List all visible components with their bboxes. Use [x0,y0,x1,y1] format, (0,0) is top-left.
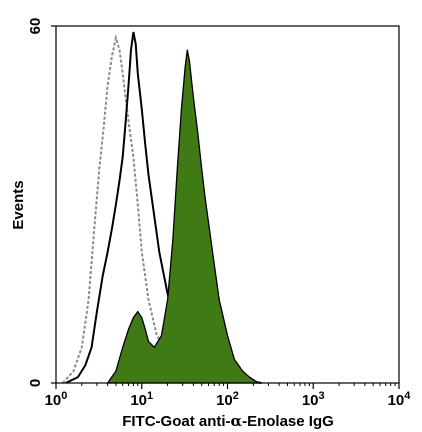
x-tick-label: 104 [388,390,412,409]
x-axis-title-part-2: -Enolase IgG [242,413,334,430]
x-tick-label: 103 [302,390,325,409]
series-layer [62,31,262,384]
x-axis-ticks: 100 101 102 103 104 [45,383,412,409]
x-axis-title-alpha: α [231,412,243,430]
y-tick-label: 0 [27,379,44,387]
x-tick-label: 101 [130,390,153,409]
x-tick-label: 102 [216,390,239,409]
plot-frame [55,25,400,384]
x-tick-label: 100 [45,390,68,409]
x-axis-title-part-1: FITC-Goat anti- [122,413,230,430]
x-axis-title: FITC-Goat anti-α-Enolase IgG [122,412,334,430]
y-axis-ticks: 0 60 [27,18,56,387]
y-tick-label: 60 [27,18,44,35]
histogram-series-3 [106,49,261,384]
y-axis-title: Events [10,180,27,229]
